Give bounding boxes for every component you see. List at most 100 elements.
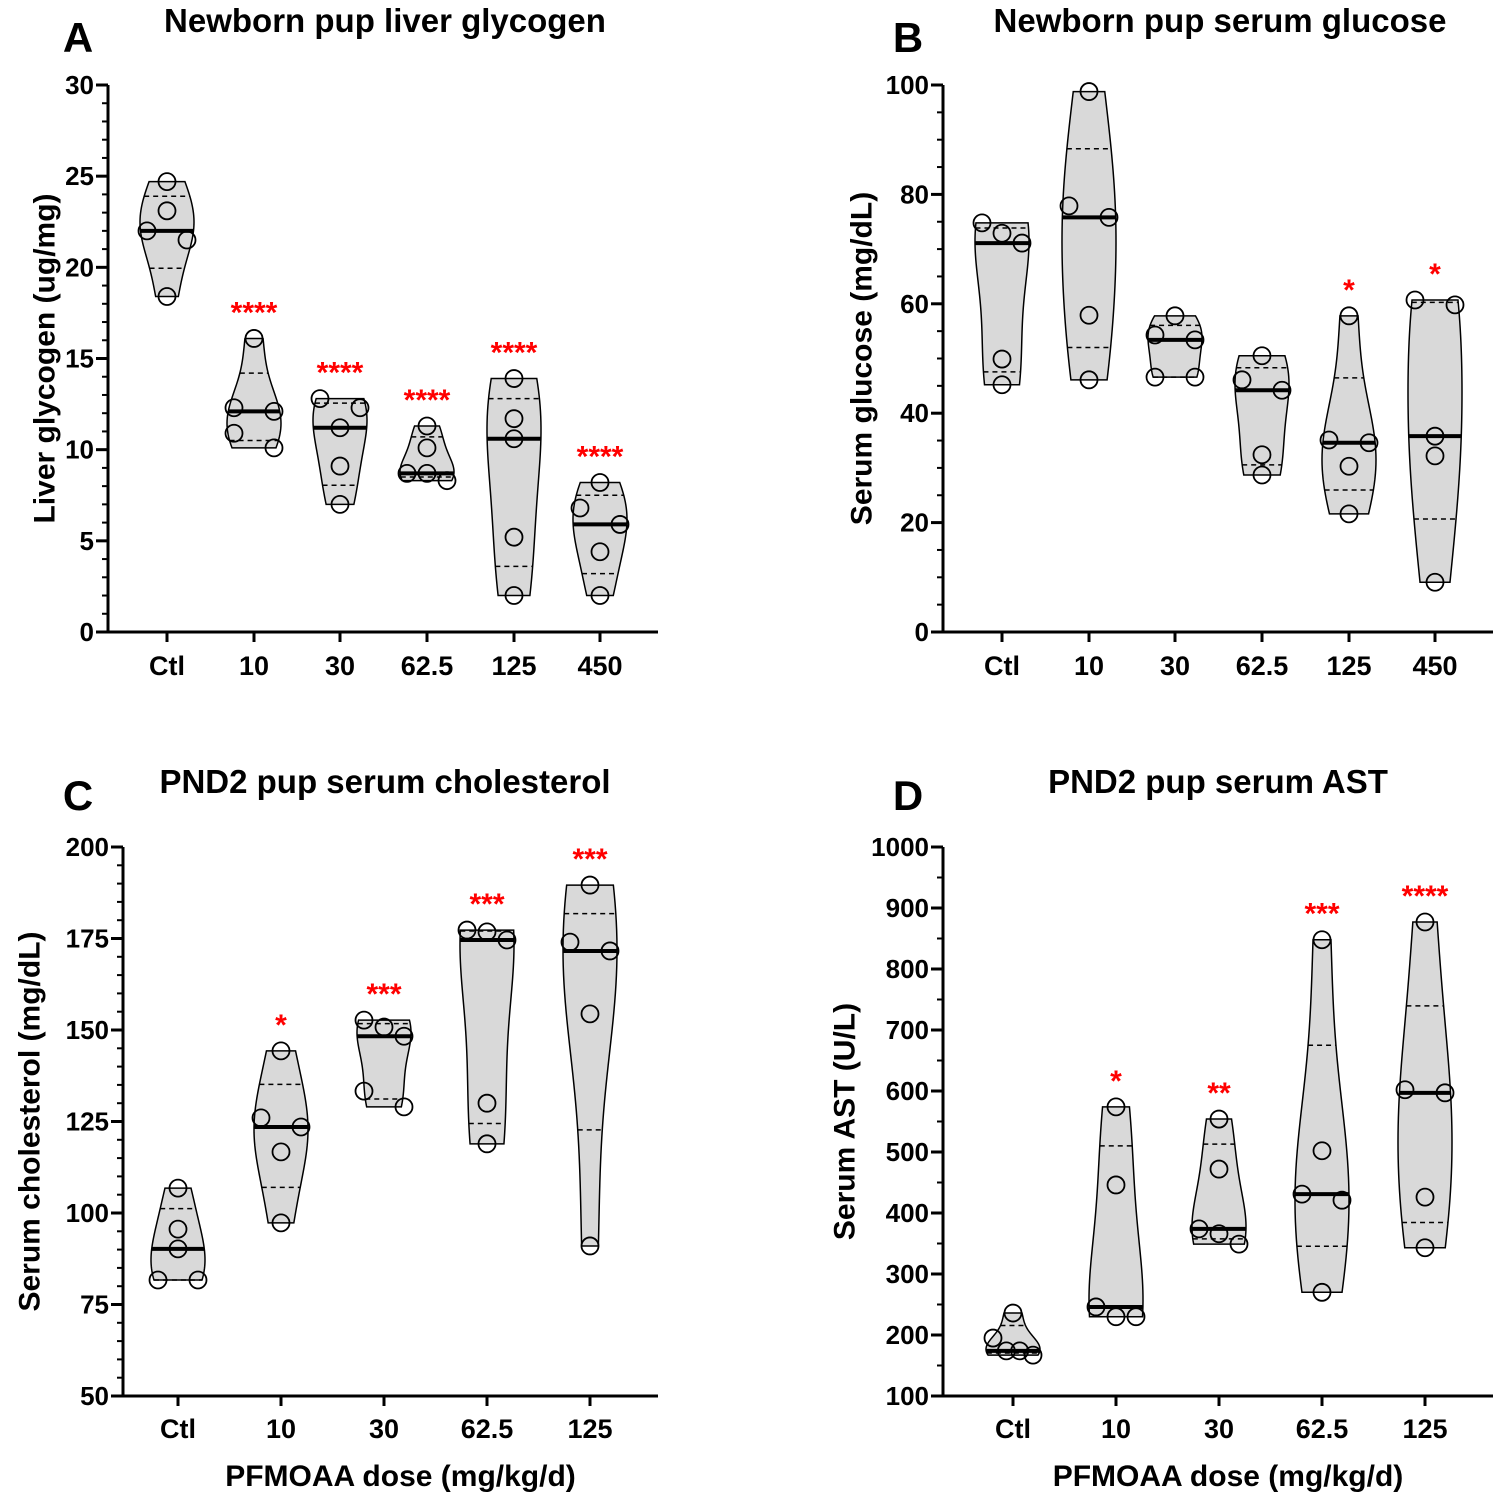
chart-title: Newborn pup serum glucose	[994, 2, 1447, 39]
data-point	[996, 1341, 1016, 1361]
significance-marker: ***	[366, 978, 401, 1011]
violin-body	[356, 1019, 412, 1108]
data-point	[397, 463, 417, 483]
data-point	[1252, 465, 1272, 485]
data-point	[157, 201, 177, 221]
y-tick-label: 15	[65, 344, 94, 374]
data-point	[1312, 930, 1332, 950]
y-tick-label: 400	[886, 1198, 929, 1228]
x-tick-label: Ctl	[995, 1414, 1031, 1444]
significance-marker: *	[275, 1009, 287, 1042]
panel-d: PND2 pup serum AST D Serum AST (U/L) PFMOAA…	[829, 763, 1493, 1493]
data-point	[504, 429, 524, 449]
data-point	[1435, 1083, 1455, 1103]
data-point	[394, 1026, 414, 1046]
y-tick-label: 50	[80, 1381, 109, 1411]
data-point	[1425, 446, 1445, 466]
data-point	[188, 1270, 208, 1290]
significance-marker: *	[1429, 258, 1441, 291]
y-tick-label: 600	[886, 1076, 929, 1106]
violin-body	[572, 481, 628, 597]
y-tick-label: 100	[886, 1381, 929, 1411]
data-point	[504, 409, 524, 429]
x-axis-label: PFMOAA dose (mg/kg/d)	[225, 1460, 576, 1493]
data-point	[1059, 196, 1079, 216]
violin-body	[562, 884, 618, 1247]
data-point	[437, 471, 457, 491]
y-tick-label: 0	[80, 617, 94, 647]
violin-body	[1147, 315, 1203, 378]
data-point	[580, 875, 600, 895]
data-point	[1106, 1307, 1126, 1327]
data-point	[504, 369, 524, 388]
data-point	[177, 230, 197, 250]
y-tick-label: 900	[886, 893, 929, 923]
data-point	[992, 223, 1012, 243]
y-tick-label: 100	[66, 1198, 109, 1228]
y-axis-label: Serum cholesterol (mg/dL)	[14, 931, 47, 1311]
significance-marker: ****	[317, 357, 364, 390]
data-point	[137, 221, 157, 241]
violin-body	[974, 222, 1030, 386]
panel-a: Newborn pup liver glycogen A Liver glycoge…	[29, 2, 658, 681]
data-point	[1339, 456, 1359, 476]
data-point	[972, 213, 992, 233]
data-point	[1252, 346, 1272, 366]
y-tick-label: 1000	[871, 832, 929, 862]
data-point	[354, 1010, 374, 1030]
data-point	[504, 527, 524, 547]
x-tick-label: 30	[325, 651, 355, 681]
data-point	[148, 1270, 168, 1290]
data-point	[590, 542, 610, 562]
y-axis-label: Serum glucose (mg/dL)	[846, 192, 879, 525]
y-tick-label: 200	[66, 832, 109, 862]
data-point	[1312, 1141, 1332, 1161]
violin-body	[985, 1312, 1041, 1356]
data-point	[1405, 290, 1425, 310]
violin-125: ****	[1395, 880, 1455, 1258]
violin-body	[1397, 921, 1453, 1249]
violin-10: ****	[224, 296, 284, 458]
x-tick-label: 62.5	[1296, 1414, 1349, 1444]
data-point	[477, 922, 497, 942]
x-tick-label: Ctl	[984, 651, 1020, 681]
data-point	[350, 398, 370, 418]
data-point	[1010, 1341, 1030, 1361]
data-point	[580, 1236, 600, 1256]
data-point	[264, 401, 284, 421]
y-tick-label: 200	[886, 1320, 929, 1350]
significance-marker: ****	[231, 296, 278, 329]
x-tick-label: 30	[1204, 1414, 1234, 1444]
x-tick-label: 62.5	[401, 651, 454, 681]
violin-30: ***	[354, 978, 414, 1117]
data-point	[1332, 1190, 1352, 1210]
data-point	[1189, 1219, 1209, 1239]
x-axis-label: PFMOAA dose (mg/kg/d)	[1053, 1460, 1404, 1493]
significance-marker: *	[1110, 1065, 1122, 1098]
data-point	[157, 172, 177, 192]
y-tick-label: 800	[886, 954, 929, 984]
y-tick-label: 60	[900, 289, 929, 319]
data-point	[157, 287, 177, 306]
panel-letter: A	[63, 14, 93, 61]
x-tick-label: 62.5	[461, 1414, 514, 1444]
significance-marker: ****	[404, 384, 451, 417]
significance-marker: ***	[1304, 898, 1339, 931]
y-tick-label: 30	[65, 70, 94, 100]
data-point	[251, 1108, 271, 1128]
data-point	[600, 941, 620, 961]
data-point	[330, 456, 350, 476]
x-tick-label: 10	[266, 1414, 296, 1444]
violin-body	[1234, 355, 1290, 476]
data-point	[1339, 306, 1359, 326]
panel-c: PND2 pup serum cholesterol C Serum cholest…	[14, 763, 658, 1493]
y-tick-label: 5	[80, 526, 94, 556]
significance-marker: ****	[1402, 880, 1449, 913]
data-point	[168, 1219, 188, 1239]
data-point	[1252, 445, 1272, 465]
violin-body	[312, 397, 368, 506]
data-point	[497, 930, 517, 950]
violin-30: ****	[310, 357, 370, 514]
data-point	[1185, 367, 1205, 387]
